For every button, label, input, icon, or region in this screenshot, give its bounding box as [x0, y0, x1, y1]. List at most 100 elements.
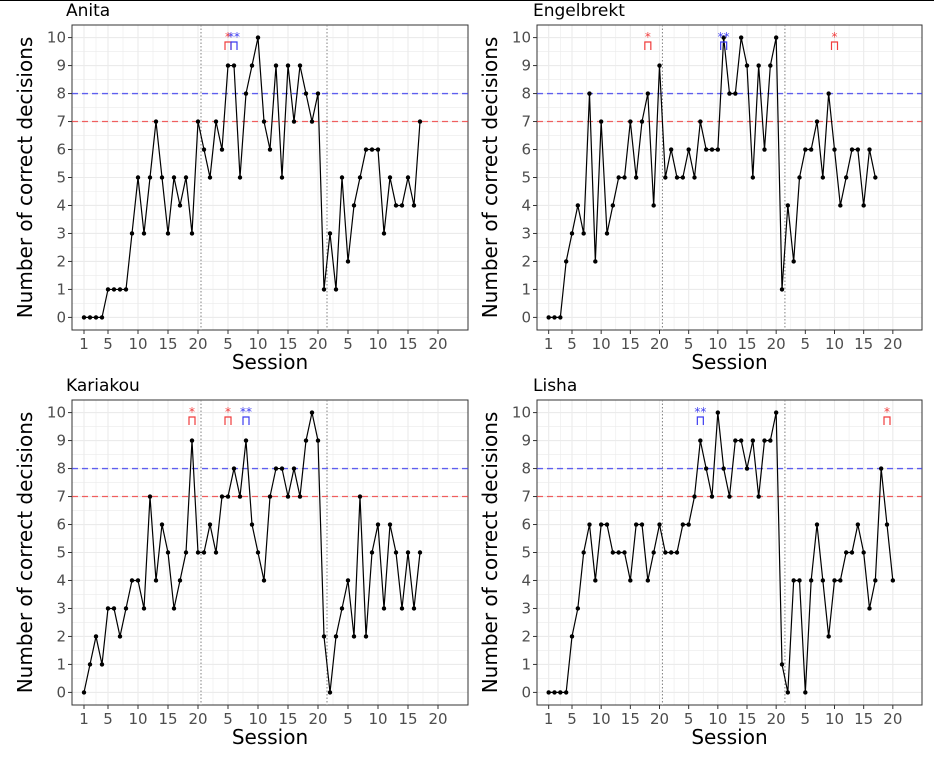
data-point [111, 606, 117, 611]
significance-bracket [644, 41, 652, 50]
data-point [231, 466, 237, 471]
data-point [351, 203, 357, 208]
data-point [593, 259, 598, 264]
data-point [686, 147, 691, 152]
x-tick-label: 10 [248, 335, 267, 353]
data-point [297, 494, 303, 499]
x-tick-label: 15 [278, 710, 297, 728]
data-point [207, 175, 213, 180]
data-point [261, 578, 267, 583]
data-point [399, 606, 405, 611]
data-point [575, 606, 581, 611]
significance-mark: ** [228, 30, 240, 44]
data-point [369, 550, 375, 555]
x-tick-label: 5 [684, 335, 694, 353]
x-tick-label: 10 [592, 335, 611, 353]
data-point [721, 35, 726, 40]
data-point [147, 175, 153, 180]
data-point [657, 63, 662, 68]
data-point [698, 119, 703, 124]
data-point [867, 606, 872, 611]
data-point [153, 578, 159, 583]
data-point [668, 550, 674, 555]
data-point [773, 410, 779, 415]
data-point [357, 494, 363, 499]
data-point [129, 578, 135, 583]
x-tick-label: 15 [737, 710, 756, 728]
significance-mark: * [225, 30, 231, 44]
x-tick-label: 20 [188, 335, 207, 353]
data-point [141, 606, 147, 611]
data-point [387, 522, 393, 527]
data-point [345, 578, 351, 583]
data-point [738, 35, 744, 40]
x-tick-label: 10 [128, 335, 147, 353]
data-point [838, 578, 843, 583]
data-point [855, 522, 861, 527]
x-axis-title: Session [691, 350, 767, 374]
data-point [814, 522, 820, 527]
significance-mark: * [189, 405, 195, 419]
data-point [762, 147, 767, 152]
y-tick-label: 0 [521, 308, 531, 326]
y-tick-label: 0 [56, 308, 66, 326]
data-point [826, 634, 831, 639]
x-tick-label: 1 [544, 335, 554, 353]
data-point [826, 91, 831, 96]
data-point [808, 578, 814, 583]
data-point [668, 147, 674, 152]
data-point [345, 259, 351, 264]
data-point [99, 315, 105, 320]
data-point [297, 63, 303, 68]
data-point [610, 203, 616, 208]
data-point [393, 550, 399, 555]
data-point [651, 203, 656, 208]
data-point [808, 147, 814, 152]
data-point [610, 550, 616, 555]
data-point [768, 438, 773, 443]
data-point [165, 231, 171, 236]
significance-mark: ** [240, 405, 252, 419]
y-axis-title: Number of correct decisions [13, 37, 37, 319]
data-point [698, 438, 703, 443]
data-point [303, 438, 309, 443]
significance-mark: * [832, 30, 838, 44]
data-point [261, 119, 267, 124]
data-point [633, 175, 639, 180]
data-point [639, 522, 645, 527]
data-point [339, 606, 345, 611]
significance-bracket [830, 41, 839, 50]
data-point [849, 550, 855, 555]
data-point [873, 175, 878, 180]
significance-bracket [242, 416, 250, 425]
data-point [563, 690, 569, 695]
data-point [255, 550, 261, 555]
data-point [873, 578, 878, 583]
data-point [321, 634, 327, 639]
data-point [171, 606, 177, 611]
data-point [546, 315, 551, 320]
data-point [387, 175, 393, 180]
data-point [715, 147, 721, 152]
panel-title: Anita [66, 1, 110, 21]
data-point [738, 438, 744, 443]
data-point [327, 231, 333, 236]
data-point [558, 690, 563, 695]
y-tick-label: 1 [521, 655, 531, 673]
data-point [814, 119, 820, 124]
data-point [219, 147, 225, 152]
significance-mark: ** [694, 405, 706, 419]
data-point [587, 91, 592, 96]
data-point [291, 119, 297, 124]
data-point [315, 438, 321, 443]
y-tick-label: 10 [47, 29, 66, 47]
y-tick-label: 3 [56, 599, 66, 617]
data-point [369, 147, 375, 152]
x-tick-label: 20 [428, 335, 447, 353]
data-point [231, 63, 237, 68]
y-tick-label: 3 [56, 224, 66, 242]
data-point [285, 63, 291, 68]
data-point [727, 91, 732, 96]
data-point [820, 578, 826, 583]
